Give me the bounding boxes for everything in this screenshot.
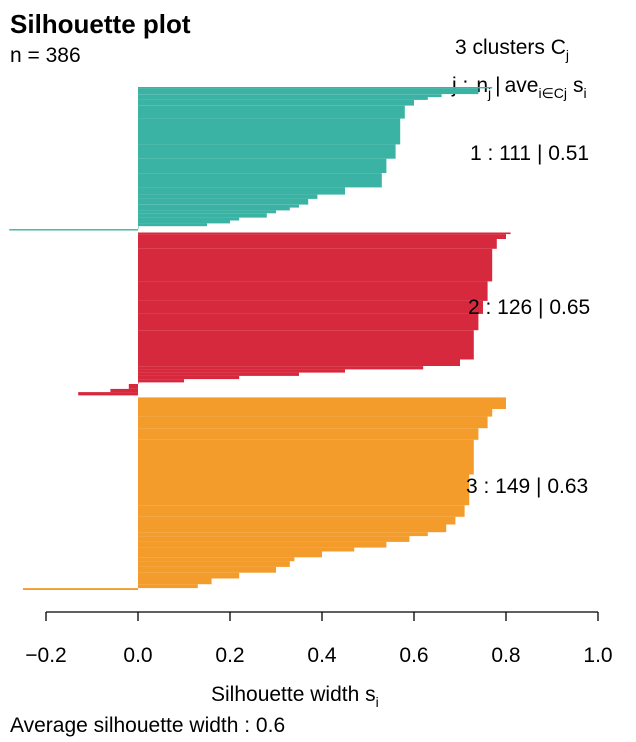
silhouette-bar [138,281,488,301]
silhouette-bar [138,88,479,95]
silhouette-bar [138,217,240,221]
cluster-3-bars [23,397,506,590]
cluster-2-label: 2 : 126 | 0.65 [468,296,590,319]
silhouette-bar [138,547,355,552]
cluster-labels: 1 : 111 | 0.51 2 : 126 | 0.65 3 : 149 | 0.… [466,142,590,498]
silhouette-bar [138,524,447,533]
chart-title: Silhouette plot [10,9,191,39]
x-tick-label: −0.2 [25,644,66,667]
silhouette-bar [138,194,318,199]
silhouette-bar [110,388,138,393]
cluster-3-label: 3 : 149 | 0.63 [466,475,588,498]
silhouette-bar [138,561,290,567]
silhouette-bar [138,474,470,506]
x-tick-label: 1.0 [583,644,612,667]
silhouette-bar [138,382,139,384]
silhouette-bar [138,105,405,119]
silhouette-bar [23,588,138,590]
x-tick-label: 0.8 [491,644,520,667]
silhouette-bar [138,226,139,230]
cluster-1-bars [9,87,493,231]
x-tick-label: 0.0 [123,644,152,667]
x-tick-label: 0.2 [215,644,244,667]
silhouette-bar [138,87,493,89]
silhouette-bar [138,204,299,208]
footer-average-width: Average silhouette width : 0.6 [10,714,285,737]
silhouette-bar [138,359,460,366]
silhouette-bar [138,408,493,417]
silhouette-bar [138,97,428,100]
silhouette-bar [78,392,138,396]
silhouette-bar [138,330,474,360]
silhouette-bar [138,416,488,429]
x-tick-label: 0.6 [399,644,428,667]
silhouette-bar [138,313,479,331]
silhouette-bar [9,229,139,231]
silhouette-bar [138,187,345,195]
silhouette-bar [128,384,138,389]
silhouette-bar [138,248,493,282]
silhouette-bar [138,158,387,173]
silhouette-bar [138,223,207,227]
silhouette-bar [138,516,456,525]
silhouette-bar [138,210,276,214]
silhouette-bar [138,366,424,370]
x-axis-label: Silhouette width si [211,683,379,710]
silhouette-bar [138,173,382,188]
silhouette-bar [138,118,401,145]
silhouette-bar [138,144,396,159]
silhouette-bar [138,439,474,475]
silhouette-bar [138,379,184,383]
silhouette-bar [138,428,479,440]
x-axis: −0.2 0.0 0.2 0.4 0.6 0.8 1.0 [25,611,613,667]
silhouette-bar [138,578,212,585]
cluster-1-label: 1 : 111 | 0.51 [470,142,589,165]
silhouette-bar [138,99,414,106]
silhouette-bar [138,541,387,548]
silhouette-bar [138,300,483,314]
silhouette-bar [138,505,465,517]
silhouette-bar [138,536,410,542]
silhouette-bar [138,532,428,537]
silhouette-bar [138,369,345,373]
silhouette-bar [138,566,276,573]
silhouette-bar [138,220,230,224]
silhouette-bar [138,213,267,218]
silhouette-bars [9,87,511,590]
silhouette-bar [138,375,240,380]
legend-title: 3 clusters Cj [455,36,569,63]
silhouette-bar [138,372,299,376]
silhouette-bar [138,239,497,249]
silhouette-bar [138,557,295,562]
x-tick-label: 0.4 [307,644,337,667]
silhouette-bar [138,234,506,239]
silhouette-bar [138,232,511,235]
silhouette-bar [138,572,240,579]
silhouette-bar [138,94,442,98]
silhouette-bar [138,584,198,589]
silhouette-bar [138,397,506,409]
silhouette-bar [138,207,290,211]
silhouette-bar [138,198,309,205]
silhouette-bar [138,551,322,558]
chart-subtitle: n = 386 [10,44,81,67]
cluster-2-bars [78,232,511,396]
